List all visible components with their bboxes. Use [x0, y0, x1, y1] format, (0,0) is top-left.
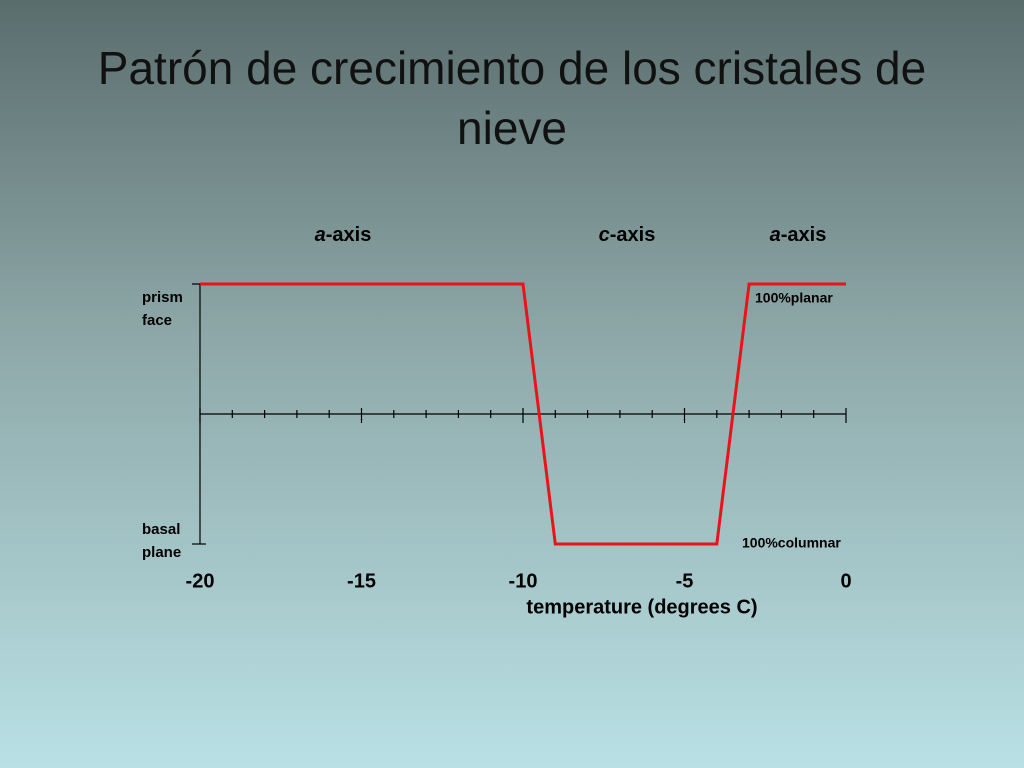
region-italic: a — [770, 224, 781, 246]
y-bottom-label: basal — [142, 521, 180, 538]
region-text: -axis — [781, 224, 827, 246]
y-top-label: prism — [142, 289, 183, 306]
region-text: -axis — [610, 224, 656, 246]
data-line — [200, 282, 846, 546]
y-bottom-label: plane — [142, 544, 181, 561]
top-label: 100%planar — [755, 290, 833, 306]
y-top-label: face — [142, 312, 172, 329]
slide-title: Patrón de crecimiento de los cristales d… — [97, 42, 927, 154]
region-label: a-axis — [315, 224, 372, 246]
x-tick-label: 0 — [840, 570, 851, 592]
region-italic: c — [599, 224, 610, 246]
region-italic: a — [315, 224, 326, 246]
x-tick-label: -20 — [186, 570, 215, 592]
region-text: -axis — [326, 224, 372, 246]
x-tick-label: -10 — [509, 570, 538, 592]
region-label: c-axis — [599, 224, 656, 246]
region-label: a-axis — [770, 224, 827, 246]
x-axis-title: temperature (degrees C) — [526, 596, 757, 618]
x-tick-label: -15 — [347, 570, 376, 592]
bottom-label: 100%columnar — [742, 535, 841, 551]
x-tick-label: -5 — [676, 570, 694, 592]
